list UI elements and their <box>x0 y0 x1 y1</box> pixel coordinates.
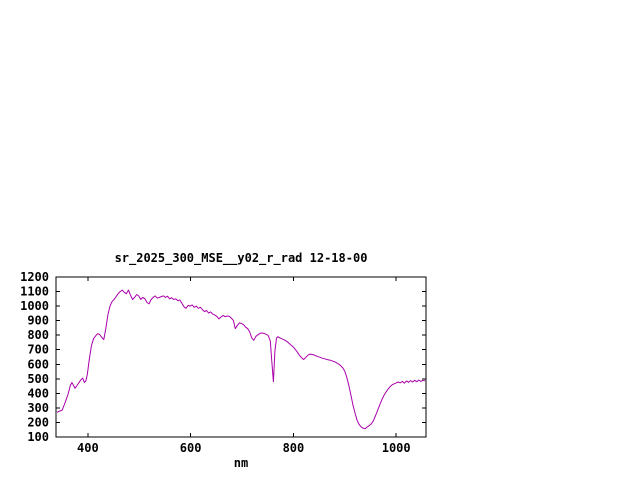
y-tick-label: 300 <box>27 401 49 415</box>
y-tick-label: 500 <box>27 372 49 386</box>
y-tick-label: 1100 <box>20 285 49 299</box>
y-tick-label: 900 <box>27 314 49 328</box>
plot-border <box>55 276 427 438</box>
y-tick-label: 800 <box>27 328 49 342</box>
x-axis-label: nm <box>233 456 249 470</box>
y-tick-label: 200 <box>27 415 49 429</box>
data-line <box>56 289 426 430</box>
x-tick-label: 600 <box>180 441 202 455</box>
y-tick-label: 1000 <box>20 299 49 313</box>
chart-title: sr_2025_300_MSE__y02_r_rad 12-18-00 <box>114 251 368 265</box>
x-tick-label: 800 <box>283 441 305 455</box>
x-tick-label: 400 <box>77 441 99 455</box>
y-tick-label: 700 <box>27 343 49 357</box>
x-tick-label: 1000 <box>382 441 411 455</box>
y-tick-label: 600 <box>27 357 49 371</box>
y-tick-label: 1200 <box>20 270 49 284</box>
y-tick-label: 100 <box>27 430 49 444</box>
y-tick-label: 400 <box>27 386 49 400</box>
